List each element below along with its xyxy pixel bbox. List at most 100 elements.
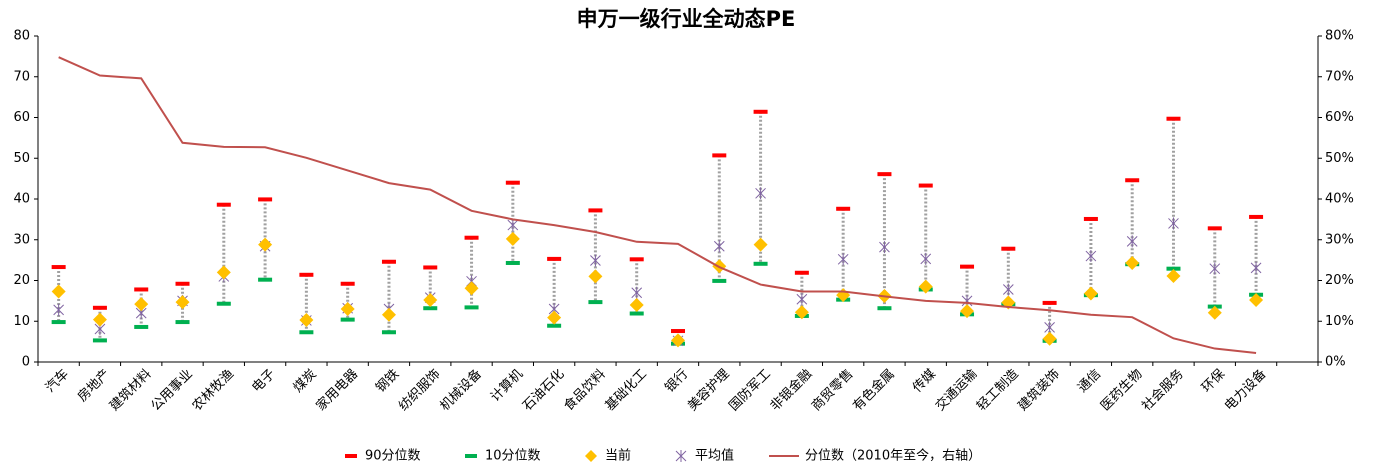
mean-marker — [1002, 283, 1014, 296]
range-marker — [134, 287, 149, 292]
range-marker — [712, 278, 727, 283]
range-marker — [1042, 300, 1057, 305]
legend-label: 分位数（2010年至今，右轴） — [805, 448, 981, 464]
range-marker — [877, 306, 892, 311]
range-marker — [134, 324, 149, 329]
x-tick-label: 建筑材料 — [106, 366, 154, 414]
legend-label: 平均值 — [695, 448, 734, 464]
x-tick-label: 建筑装饰 — [1015, 366, 1063, 414]
current-marker — [51, 284, 66, 299]
range-marker — [629, 311, 644, 316]
range-marker — [1125, 178, 1140, 183]
current-marker — [1042, 331, 1057, 346]
x-tick-label: 银行 — [662, 367, 691, 396]
current-marker — [299, 313, 314, 328]
current-marker — [1083, 286, 1098, 301]
y-tick-label: 20 — [13, 273, 30, 288]
range-marker — [629, 257, 644, 262]
range-marker — [1249, 214, 1264, 219]
current-marker — [381, 307, 396, 322]
range-marker — [877, 172, 892, 177]
current-marker — [588, 269, 603, 284]
current-marker — [464, 281, 479, 296]
x-tick-label: 纺织服饰 — [396, 367, 443, 414]
mean-marker — [755, 187, 766, 200]
mean-marker — [1209, 262, 1221, 275]
range-marker — [712, 153, 727, 158]
current-marker — [629, 297, 644, 312]
range-marker — [299, 272, 314, 277]
range-marker — [92, 305, 107, 310]
range-marker — [92, 338, 107, 343]
y2-tick-label: 70% — [1325, 69, 1354, 84]
mean-marker — [53, 303, 64, 316]
current-marker — [918, 279, 933, 294]
y2-tick-label: 10% — [1325, 314, 1354, 329]
y2-tick-label: 40% — [1325, 192, 1354, 207]
x-tick-label: 食品饮料 — [561, 366, 609, 414]
current-marker — [794, 305, 809, 320]
current-marker — [92, 312, 107, 327]
range-marker — [1001, 246, 1016, 251]
x-tick-label: 医药生物 — [1098, 367, 1145, 414]
legend-label: 10分位数 — [485, 449, 541, 464]
x-tick-label: 家用电器 — [313, 366, 361, 414]
range-marker — [423, 265, 438, 270]
mean-marker — [796, 293, 808, 306]
mean-marker — [879, 241, 890, 254]
x-tick-label: 基础化工 — [603, 367, 650, 414]
range-marker — [1166, 116, 1181, 121]
x-tick-label: 钢铁 — [373, 367, 402, 396]
x-tick-label: 计算机 — [488, 367, 526, 405]
legend-swatch — [675, 450, 687, 462]
mean-marker — [837, 253, 849, 266]
current-marker — [258, 237, 273, 252]
range-marker — [1083, 216, 1098, 221]
current-marker — [547, 310, 562, 325]
range-marker — [588, 208, 603, 213]
range-marker — [464, 305, 479, 310]
current-marker — [423, 293, 438, 308]
y-tick-label: 80 — [13, 29, 30, 44]
range-marker — [794, 270, 809, 275]
x-tick-label: 轻工制造 — [974, 367, 1021, 414]
mean-marker — [1250, 261, 1262, 274]
x-tick-label: 传媒 — [910, 367, 939, 396]
x-tick-label: 通信 — [1075, 367, 1104, 396]
range-marker — [340, 317, 355, 322]
mean-marker — [1126, 235, 1138, 248]
x-tick-label: 国防军工 — [726, 366, 774, 414]
x-tick-label: 煤炭 — [291, 367, 320, 396]
y-tick-label: 50 — [13, 151, 30, 166]
range-marker — [423, 306, 438, 311]
mean-marker — [1044, 321, 1055, 334]
y-tick-label: 10 — [13, 314, 30, 329]
range-marker — [299, 330, 314, 335]
current-marker — [960, 304, 975, 319]
y-tick-label: 40 — [13, 192, 30, 207]
y-tick-label: 0 — [22, 355, 30, 370]
x-tick-label: 电力设备 — [1221, 366, 1269, 414]
range-marker — [960, 264, 975, 269]
legend-label: 当前 — [605, 448, 631, 464]
legend-swatch — [585, 450, 597, 462]
y2-tick-label: 60% — [1325, 110, 1354, 125]
mean-marker — [1085, 250, 1097, 263]
range-marker — [918, 183, 933, 188]
range-marker — [175, 281, 190, 286]
legend-label: 90分位数 — [365, 449, 421, 464]
current-marker — [216, 265, 231, 280]
x-tick-label: 交通运输 — [932, 366, 980, 414]
y2-tick-label: 80% — [1325, 29, 1354, 44]
legend-swatch — [465, 454, 477, 458]
range-marker — [588, 300, 603, 305]
range-marker — [51, 265, 66, 270]
x-tick-label: 环保 — [1199, 367, 1228, 396]
mean-marker — [920, 252, 932, 265]
range-marker — [51, 320, 66, 325]
y-tick-label: 30 — [13, 232, 30, 247]
range-marker — [505, 180, 520, 185]
x-tick-label: 美容护理 — [684, 366, 732, 414]
mean-marker — [1168, 217, 1179, 230]
